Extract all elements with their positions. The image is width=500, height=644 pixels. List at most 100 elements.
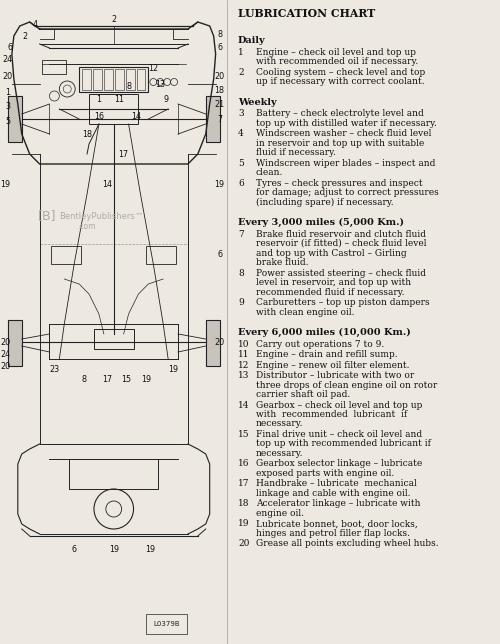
Text: 2: 2 [22, 32, 28, 41]
Text: (including spare) if necessary.: (including spare) if necessary. [256, 198, 394, 207]
Text: reservoir (if fitted) – check fluid level: reservoir (if fitted) – check fluid leve… [256, 239, 426, 248]
Text: Carburetters – top up piston dampers: Carburetters – top up piston dampers [256, 298, 430, 307]
Text: 16: 16 [94, 111, 104, 120]
Text: 18: 18 [214, 86, 224, 95]
Text: Daily: Daily [238, 36, 266, 45]
Text: BentleyPublishers™: BentleyPublishers™ [60, 212, 144, 221]
Bar [89, 94, 138, 124]
Text: three drops of clean engine oil on rotor: three drops of clean engine oil on rotor [256, 381, 437, 390]
Bar [206, 96, 220, 142]
Text: 12: 12 [148, 64, 158, 73]
Text: Gearbox selector linkage – lubricate: Gearbox selector linkage – lubricate [256, 460, 422, 468]
Text: 19: 19 [238, 520, 250, 529]
Text: Engine – check oil level and top up: Engine – check oil level and top up [256, 48, 416, 57]
Text: Carry out operations 7 to 9.: Carry out operations 7 to 9. [256, 339, 384, 348]
Bar [126, 69, 134, 90]
Text: linkage and cable with engine oil.: linkage and cable with engine oil. [256, 489, 410, 498]
Text: clean.: clean. [256, 168, 283, 177]
Bar [114, 69, 124, 90]
Text: Gearbox – check oil level and top up: Gearbox – check oil level and top up [256, 401, 422, 410]
Bar [93, 69, 102, 90]
Text: Windscreen washer – check fluid level: Windscreen washer – check fluid level [256, 129, 432, 138]
Text: Windscreen wiper blades – inspect and: Windscreen wiper blades – inspect and [256, 158, 436, 167]
Text: 2: 2 [111, 15, 116, 23]
Text: 1: 1 [96, 95, 102, 104]
Text: Every 3,000 miles (5,000 Km.): Every 3,000 miles (5,000 Km.) [238, 218, 404, 227]
Text: 9: 9 [164, 95, 168, 104]
Text: exposed parts with engine oil.: exposed parts with engine oil. [256, 469, 394, 478]
Text: 19: 19 [0, 180, 10, 189]
Text: 1: 1 [238, 48, 244, 57]
Text: 5: 5 [238, 158, 244, 167]
Text: 19: 19 [142, 375, 152, 383]
Text: necessary.: necessary. [256, 419, 304, 428]
Text: 14: 14 [238, 401, 250, 410]
Text: top up with distilled water if necessary.: top up with distilled water if necessary… [256, 118, 437, 128]
Text: 15: 15 [122, 375, 132, 383]
Text: 9: 9 [238, 298, 244, 307]
Bar [104, 69, 113, 90]
Text: L0379B: L0379B [154, 621, 180, 627]
Text: 5: 5 [6, 117, 10, 126]
Text: Battery – check electrolyte level and: Battery – check electrolyte level and [256, 109, 424, 118]
Text: 8: 8 [82, 375, 86, 383]
Bar [82, 69, 91, 90]
Bar [94, 329, 134, 349]
Text: 20: 20 [0, 337, 10, 346]
Text: 15: 15 [238, 430, 250, 439]
Text: 21: 21 [214, 100, 224, 108]
Text: 13: 13 [155, 79, 165, 88]
Text: 12: 12 [238, 361, 250, 370]
Text: carrier shaft oil pad.: carrier shaft oil pad. [256, 390, 350, 399]
Bar [52, 246, 81, 264]
Bar [79, 67, 148, 92]
Text: 20: 20 [238, 540, 250, 549]
Text: Brake fluid reservoir and clutch fluid: Brake fluid reservoir and clutch fluid [256, 229, 426, 238]
Text: 20: 20 [214, 71, 224, 80]
Text: fluid if necessary.: fluid if necessary. [256, 148, 336, 157]
Bar [8, 320, 22, 366]
Text: necessary.: necessary. [256, 449, 304, 458]
Bar [146, 246, 176, 264]
Text: brake fluid.: brake fluid. [256, 258, 308, 267]
Text: 6: 6 [238, 178, 244, 187]
Text: 24: 24 [0, 350, 10, 359]
Text: 16: 16 [238, 460, 250, 468]
Text: 19: 19 [214, 180, 224, 189]
Text: Accelerator linkage – lubricate with: Accelerator linkage – lubricate with [256, 500, 420, 509]
Bar [42, 60, 66, 74]
Text: 7: 7 [217, 115, 222, 124]
Text: 10: 10 [238, 339, 250, 348]
Text: with  recommended  lubricant  if: with recommended lubricant if [256, 410, 407, 419]
Text: level in reservoir, and top up with: level in reservoir, and top up with [256, 278, 411, 287]
Text: 20: 20 [3, 71, 13, 80]
Text: for damage; adjust to correct pressures: for damage; adjust to correct pressures [256, 188, 439, 197]
Text: 24: 24 [3, 55, 13, 64]
Text: Weekly: Weekly [238, 97, 277, 106]
Text: 6: 6 [217, 249, 222, 258]
Text: 23: 23 [50, 365, 59, 374]
Text: 6: 6 [8, 43, 12, 52]
Text: 18: 18 [82, 129, 92, 138]
Text: 3: 3 [6, 102, 10, 111]
Text: Every 6,000 miles (10,000 Km.): Every 6,000 miles (10,000 Km.) [238, 328, 411, 337]
Text: [B]: [B] [38, 209, 56, 222]
Text: 3: 3 [238, 109, 244, 118]
Text: 19: 19 [146, 544, 156, 553]
Text: with recommended oil if necessary.: with recommended oil if necessary. [256, 57, 418, 66]
Text: top up with recommended lubricant if: top up with recommended lubricant if [256, 439, 431, 448]
Text: 17: 17 [238, 480, 250, 489]
Text: 4: 4 [33, 19, 38, 28]
Text: 14: 14 [102, 180, 112, 189]
Text: 17: 17 [102, 375, 112, 383]
Text: 8: 8 [238, 269, 244, 278]
Text: Distributor – lubricate with two or: Distributor – lubricate with two or [256, 371, 414, 380]
Text: Tyres – check pressures and inspect: Tyres – check pressures and inspect [256, 178, 422, 187]
Text: 4: 4 [238, 129, 244, 138]
Text: 20: 20 [214, 337, 224, 346]
Text: with clean engine oil.: with clean engine oil. [256, 307, 354, 316]
Text: in reservoir and top up with suitable: in reservoir and top up with suitable [256, 138, 424, 147]
Text: 20: 20 [0, 361, 10, 370]
Text: up if necessary with correct coolant.: up if necessary with correct coolant. [256, 77, 424, 86]
Text: Final drive unit – check oil level and: Final drive unit – check oil level and [256, 430, 422, 439]
